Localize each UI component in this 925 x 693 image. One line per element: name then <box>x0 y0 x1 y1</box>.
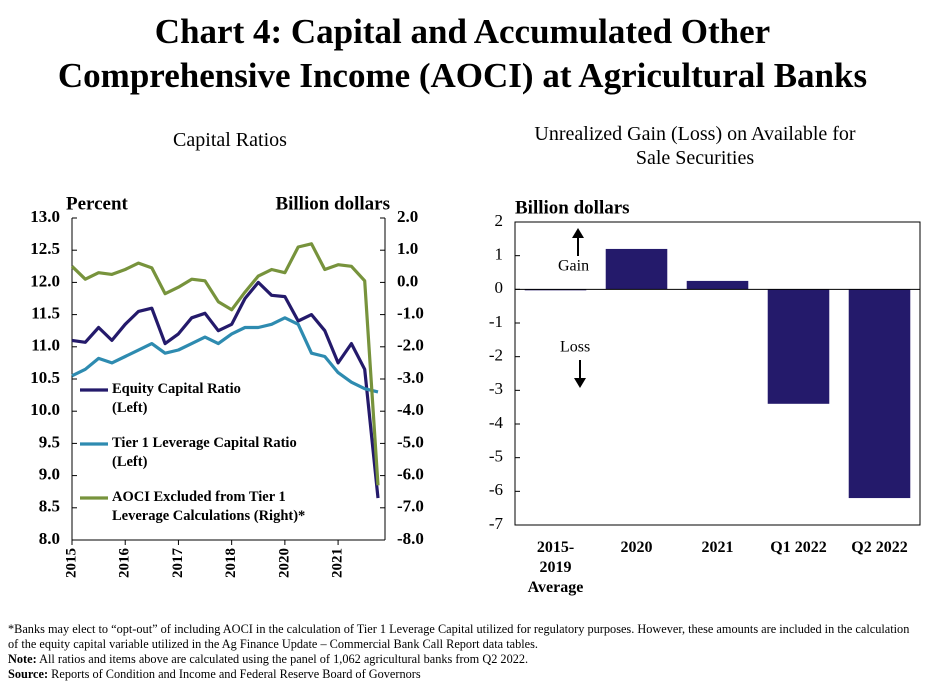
footnote-label: Note: <box>8 652 37 666</box>
x-tick-label: 2017 <box>170 548 186 579</box>
annotation: Gain <box>558 258 589 275</box>
footnote-text: All ratios and items above are calculate… <box>39 652 529 666</box>
y-tick-label: 12.5 <box>30 239 60 258</box>
x-tick-label: Q1 2022 <box>770 539 827 556</box>
y-tick-label: -5 <box>489 447 503 466</box>
y2-tick-label: 2.0 <box>397 207 418 226</box>
y-axis-label: Billion dollars <box>515 197 630 218</box>
legend-label: Equity Capital Ratio (Left) <box>112 381 241 416</box>
x-tick-label: 2020 <box>276 548 292 578</box>
x-tick-label: 2015 <box>63 548 79 578</box>
y2-tick-label: -7.0 <box>397 497 424 516</box>
series-line <box>71 280 380 499</box>
footnotes: *Banks may elect to “opt-out” of includi… <box>8 622 918 682</box>
y-tick-label: 9.0 <box>39 465 60 484</box>
loss-arrow-head <box>574 378 586 388</box>
footnote: Source: Reports of Condition and Income … <box>8 667 918 682</box>
x-tick-label: 2020 <box>620 539 653 556</box>
x-tick-label: 2021 <box>330 548 346 578</box>
x-tick-label: 2015- 2019 Average <box>527 539 584 596</box>
legend-label: Tier 1 Leverage Capital Ratio (Left) <box>112 435 297 470</box>
footnote-text: Reports of Condition and Income and Fede… <box>51 667 421 681</box>
bar <box>848 289 911 499</box>
y-tick-label: 2 <box>495 211 504 230</box>
plot-frame <box>514 221 921 526</box>
y-tick-label: -6 <box>489 480 503 499</box>
y-tick-label: 12.0 <box>30 271 60 290</box>
y-tick-label: 10.0 <box>30 400 60 419</box>
y-tick-label: 11.0 <box>31 336 60 355</box>
y-tick-label: -1 <box>489 312 503 331</box>
y-tick-label: -4 <box>489 413 504 432</box>
series-line <box>70 242 380 486</box>
x-tick-label: 2018 <box>223 548 239 578</box>
bar <box>605 248 668 290</box>
footnote-text: *Banks may elect to “opt-out” of includi… <box>8 622 910 651</box>
y-tick-label: -2 <box>489 346 503 365</box>
footnote-label: Source: <box>8 667 49 681</box>
y2-tick-label: 1.0 <box>397 239 418 258</box>
series-line <box>71 316 379 394</box>
y-tick-label: 11.5 <box>31 304 60 323</box>
y2-tick-label: -6.0 <box>397 465 424 484</box>
y-tick-label: 10.5 <box>30 368 60 387</box>
y-tick-label: 8.0 <box>39 529 60 548</box>
y-tick-label: 0 <box>495 278 504 297</box>
legend-label: AOCI Excluded from Tier 1 Leverage Calcu… <box>112 489 306 524</box>
y-tick-label: 13.0 <box>30 207 60 226</box>
y-tick-label: 8.5 <box>39 497 60 516</box>
gain-arrow-head <box>572 228 584 238</box>
y-axis-label: Percent <box>66 193 129 214</box>
x-tick-label: 2016 <box>117 548 133 579</box>
y-tick-label: 1 <box>495 245 504 264</box>
y2-tick-label: -1.0 <box>397 304 424 323</box>
y2-tick-label: -4.0 <box>397 400 424 419</box>
y2-tick-label: -8.0 <box>397 529 424 548</box>
y2-tick-label: -2.0 <box>397 336 424 355</box>
annotation: Loss <box>560 339 590 356</box>
y2-tick-label: -5.0 <box>397 432 424 451</box>
bar <box>686 280 749 290</box>
x-tick-label: 2021 <box>701 539 734 556</box>
x-tick-label: Q2 2022 <box>851 539 908 556</box>
subtitle: Capital Ratios <box>173 129 287 151</box>
y2-tick-label: 0.0 <box>397 271 418 290</box>
bar <box>767 289 830 404</box>
footnote: Note: All ratios and items above are cal… <box>8 652 918 667</box>
subtitle: Unrealized Gain (Loss) on Available for … <box>534 123 856 169</box>
chart-title: Chart 4: Capital and Accumulated Other C… <box>57 12 868 95</box>
y2-tick-label: -3.0 <box>397 368 424 387</box>
y-tick-label: -7 <box>489 514 504 533</box>
y2-axis-label: Billion dollars <box>275 193 390 214</box>
y-tick-label: -3 <box>489 379 503 398</box>
y-tick-label: 9.5 <box>39 432 60 451</box>
footnote: *Banks may elect to “opt-out” of includi… <box>8 622 918 652</box>
